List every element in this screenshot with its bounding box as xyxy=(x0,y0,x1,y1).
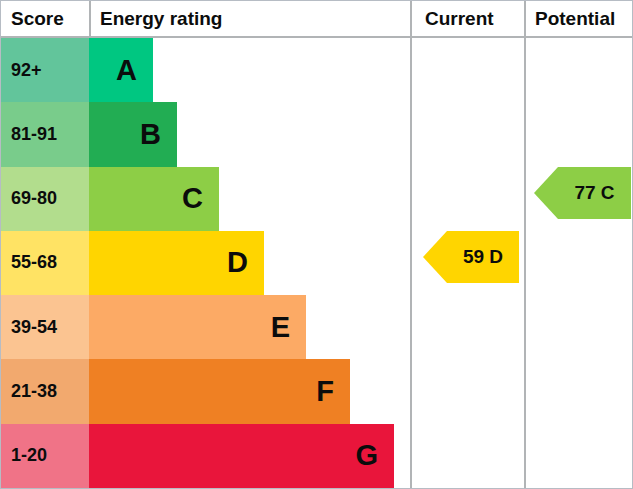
rating-bands: 92+A81-91B69-80C55-68D39-54E21-38F1-20G xyxy=(1,38,411,488)
header-score-divider xyxy=(89,1,91,38)
rating-bar-c: C xyxy=(89,167,219,231)
rating-bar-b: B xyxy=(89,102,177,166)
band-row-g: 1-20G xyxy=(1,424,411,488)
current-rating-label: 59 D xyxy=(463,246,503,268)
band-row-f: 21-38F xyxy=(1,359,411,423)
header-score: Score xyxy=(11,1,64,36)
current-rating-arrow: 59 D xyxy=(423,231,519,283)
header-energy-rating: Energy rating xyxy=(100,1,222,36)
rating-bar-d: D xyxy=(89,231,264,295)
rating-bar-f: F xyxy=(89,359,350,423)
score-range-e: 39-54 xyxy=(1,295,89,359)
rating-bar-g: G xyxy=(89,424,394,488)
band-row-d: 55-68D xyxy=(1,231,411,295)
score-range-c: 69-80 xyxy=(1,167,89,231)
potential-rating-arrow: 77 C xyxy=(534,167,631,219)
score-range-b: 81-91 xyxy=(1,102,89,166)
rating-bar-e: E xyxy=(89,295,306,359)
band-row-c: 69-80C xyxy=(1,167,411,231)
band-row-e: 39-54E xyxy=(1,295,411,359)
score-range-d: 55-68 xyxy=(1,231,89,295)
epc-energy-rating-chart: Score Energy rating Current Potential 92… xyxy=(0,0,633,489)
band-row-a: 92+A xyxy=(1,38,411,102)
rating-bar-a: A xyxy=(89,38,153,102)
score-range-g: 1-20 xyxy=(1,424,89,488)
band-row-b: 81-91B xyxy=(1,102,411,166)
header-current: Current xyxy=(425,1,494,36)
score-range-a: 92+ xyxy=(1,38,89,102)
potential-rating-label: 77 C xyxy=(574,182,614,204)
potential-column-divider xyxy=(524,1,526,488)
header-potential: Potential xyxy=(535,1,615,36)
score-range-f: 21-38 xyxy=(1,359,89,423)
